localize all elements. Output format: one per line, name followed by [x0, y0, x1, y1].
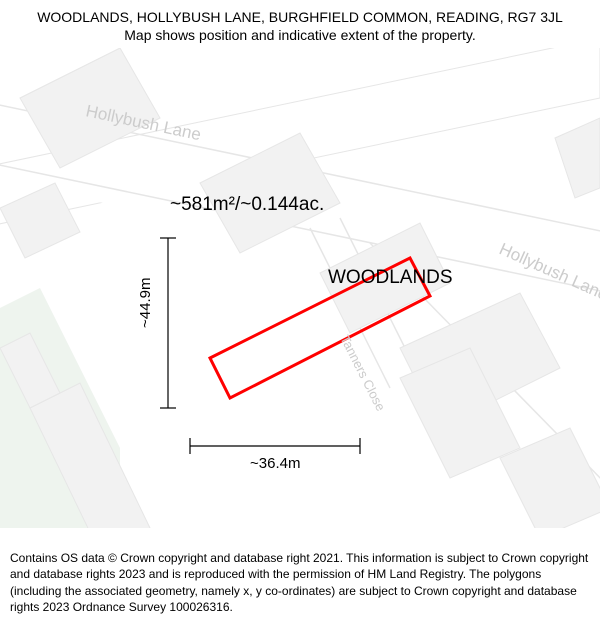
property-name: WOODLANDS	[328, 267, 453, 288]
header-subtitle: Map shows position and indicative extent…	[16, 26, 584, 44]
dim-width-label: ~36.4m	[250, 455, 300, 472]
header: WOODLANDS, HOLLYBUSH LANE, BURGHFIELD CO…	[0, 0, 600, 48]
road-label-tanners: Tanners Close	[337, 333, 388, 414]
dim-height-label: ~44.9m	[137, 278, 154, 328]
dim-vertical	[160, 238, 176, 408]
area-label: ~581m²/~0.144ac.	[170, 194, 324, 215]
footer-text: Contains OS data © Crown copyright and d…	[10, 551, 588, 614]
dim-horizontal	[190, 438, 360, 454]
map-svg: Hollybush Lane Hollybush Lane Tanners Cl…	[0, 48, 600, 528]
map: Hollybush Lane Hollybush Lane Tanners Cl…	[0, 48, 600, 528]
footer: Contains OS data © Crown copyright and d…	[0, 544, 600, 625]
header-title: WOODLANDS, HOLLYBUSH LANE, BURGHFIELD CO…	[16, 8, 584, 26]
building	[555, 118, 600, 198]
